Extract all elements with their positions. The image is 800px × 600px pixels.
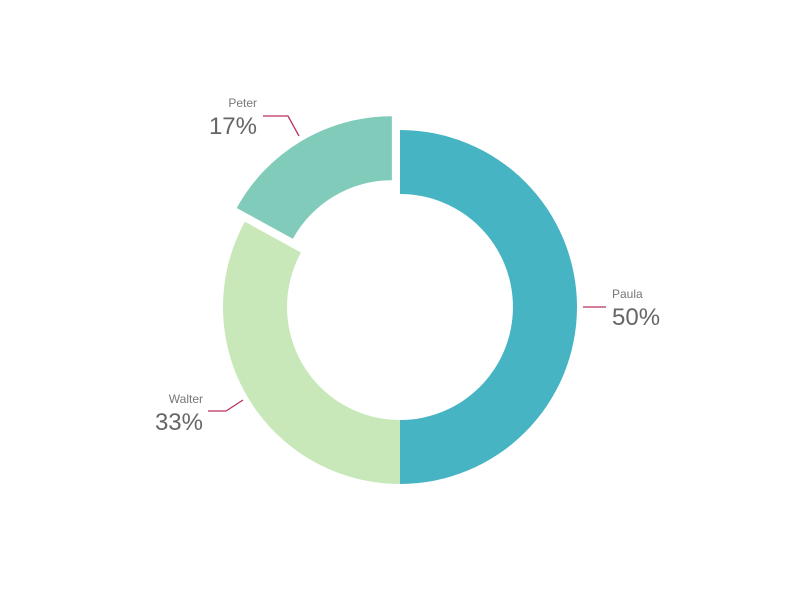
slice-paula: [400, 130, 577, 484]
leader-line-peter: [263, 115, 300, 137]
slice-label-percent: 50%: [612, 304, 660, 331]
leader-line-walter: [208, 399, 244, 412]
slice-label-percent: 33%: [155, 409, 203, 436]
slice-label-name: Peter: [228, 96, 257, 110]
slice-peter: [236, 116, 392, 239]
slice-label-percent: 17%: [209, 113, 257, 140]
slice-walter: [223, 221, 400, 484]
slice-label-name: Paula: [612, 287, 643, 301]
slice-label-name: Walter: [169, 392, 203, 406]
